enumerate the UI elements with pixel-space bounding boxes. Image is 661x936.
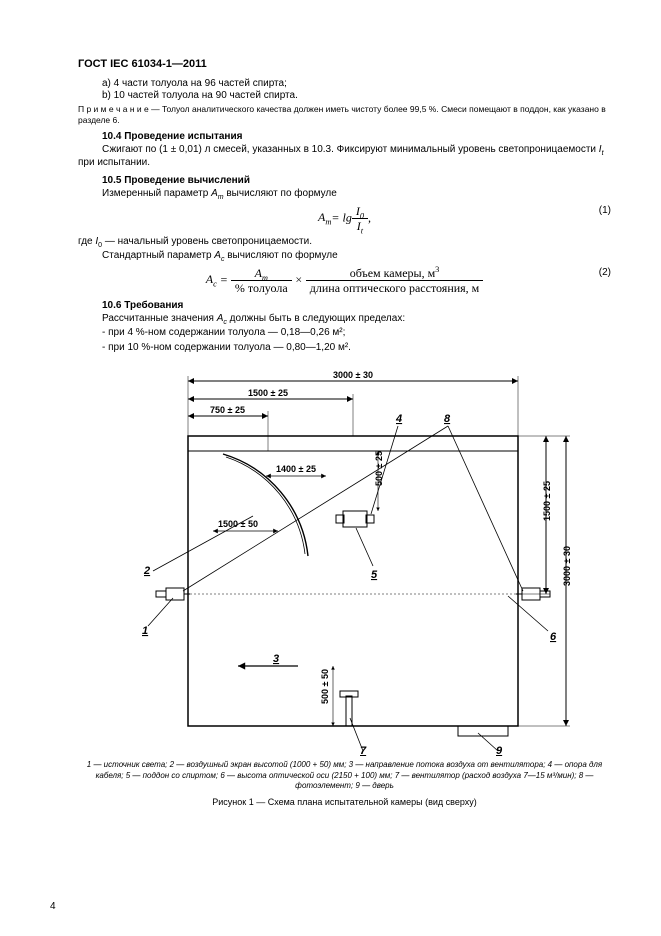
figure-caption: Рисунок 1 — Схема плана испытательной ка… (78, 797, 611, 807)
section-10-6-line1: Рассчитанные значения Ac должны быть в с… (78, 313, 611, 326)
document-id: ГОСТ IEC 61034-1—2011 (78, 58, 611, 70)
section-10-6-line3: - при 10 %-ном содержании толуола — 0,80… (78, 342, 611, 355)
svg-text:6: 6 (550, 631, 557, 643)
list-item-b: b) 10 частей толуола на 90 частей спирта… (102, 90, 611, 101)
svg-text:3: 3 (273, 653, 279, 665)
std-param-text: Стандартный параметр Ac вычисляют по фор… (78, 250, 611, 263)
svg-text:8: 8 (444, 413, 451, 425)
equation-1-number: (1) (599, 205, 611, 216)
equation-2: Ac = Am% толуола × объем камеры, м3длина… (78, 267, 611, 294)
section-10-5-title: 10.5 Проведение вычислений (102, 175, 611, 186)
svg-text:1400 ± 25: 1400 ± 25 (276, 464, 316, 474)
svg-text:2: 2 (143, 565, 150, 577)
figure-1: 3000 ± 30 1500 ± 25 750 ± 25 1400 ± 25 1… (78, 356, 611, 756)
svg-text:1500 ± 25: 1500 ± 25 (542, 481, 552, 521)
section-10-4-text: Сжигают по (1 ± 0,01) л смесей, указанны… (78, 144, 611, 169)
section-10-4-title: 10.4 Проведение испытания (102, 131, 611, 142)
svg-text:4: 4 (395, 413, 402, 425)
equation-1: Am= lgI0It, (1) (78, 205, 611, 232)
svg-text:9: 9 (496, 745, 503, 756)
section-10-5-text: Измеренный параметр Am вычисляют по форм… (78, 188, 611, 201)
section-10-6-title: 10.6 Требования (102, 300, 611, 311)
note-text: П р и м е ч а н и е — Толуол аналитическ… (78, 104, 611, 125)
figure-legend: 1 — источник света; 2 — воздушный экран … (78, 760, 611, 791)
svg-text:3000 ± 30: 3000 ± 30 (333, 370, 373, 380)
svg-text:1: 1 (142, 625, 148, 637)
list-item-a: a) 4 части толуола на 96 частей спирта; (102, 78, 611, 89)
svg-text:1500 ± 25: 1500 ± 25 (248, 388, 288, 398)
svg-text:500 ± 50: 500 ± 50 (320, 669, 330, 704)
svg-text:750 ± 25: 750 ± 25 (210, 405, 245, 415)
where-text: где I0 — начальный уровень светопроницае… (78, 236, 611, 249)
svg-text:3000 ± 30: 3000 ± 30 (562, 546, 572, 586)
svg-text:7: 7 (360, 745, 367, 756)
svg-text:5: 5 (371, 569, 378, 581)
page-number: 4 (50, 901, 56, 912)
equation-2-number: (2) (599, 267, 611, 278)
section-10-6-line2: - при 4 %-ном содержании толуола — 0,18—… (78, 327, 611, 340)
